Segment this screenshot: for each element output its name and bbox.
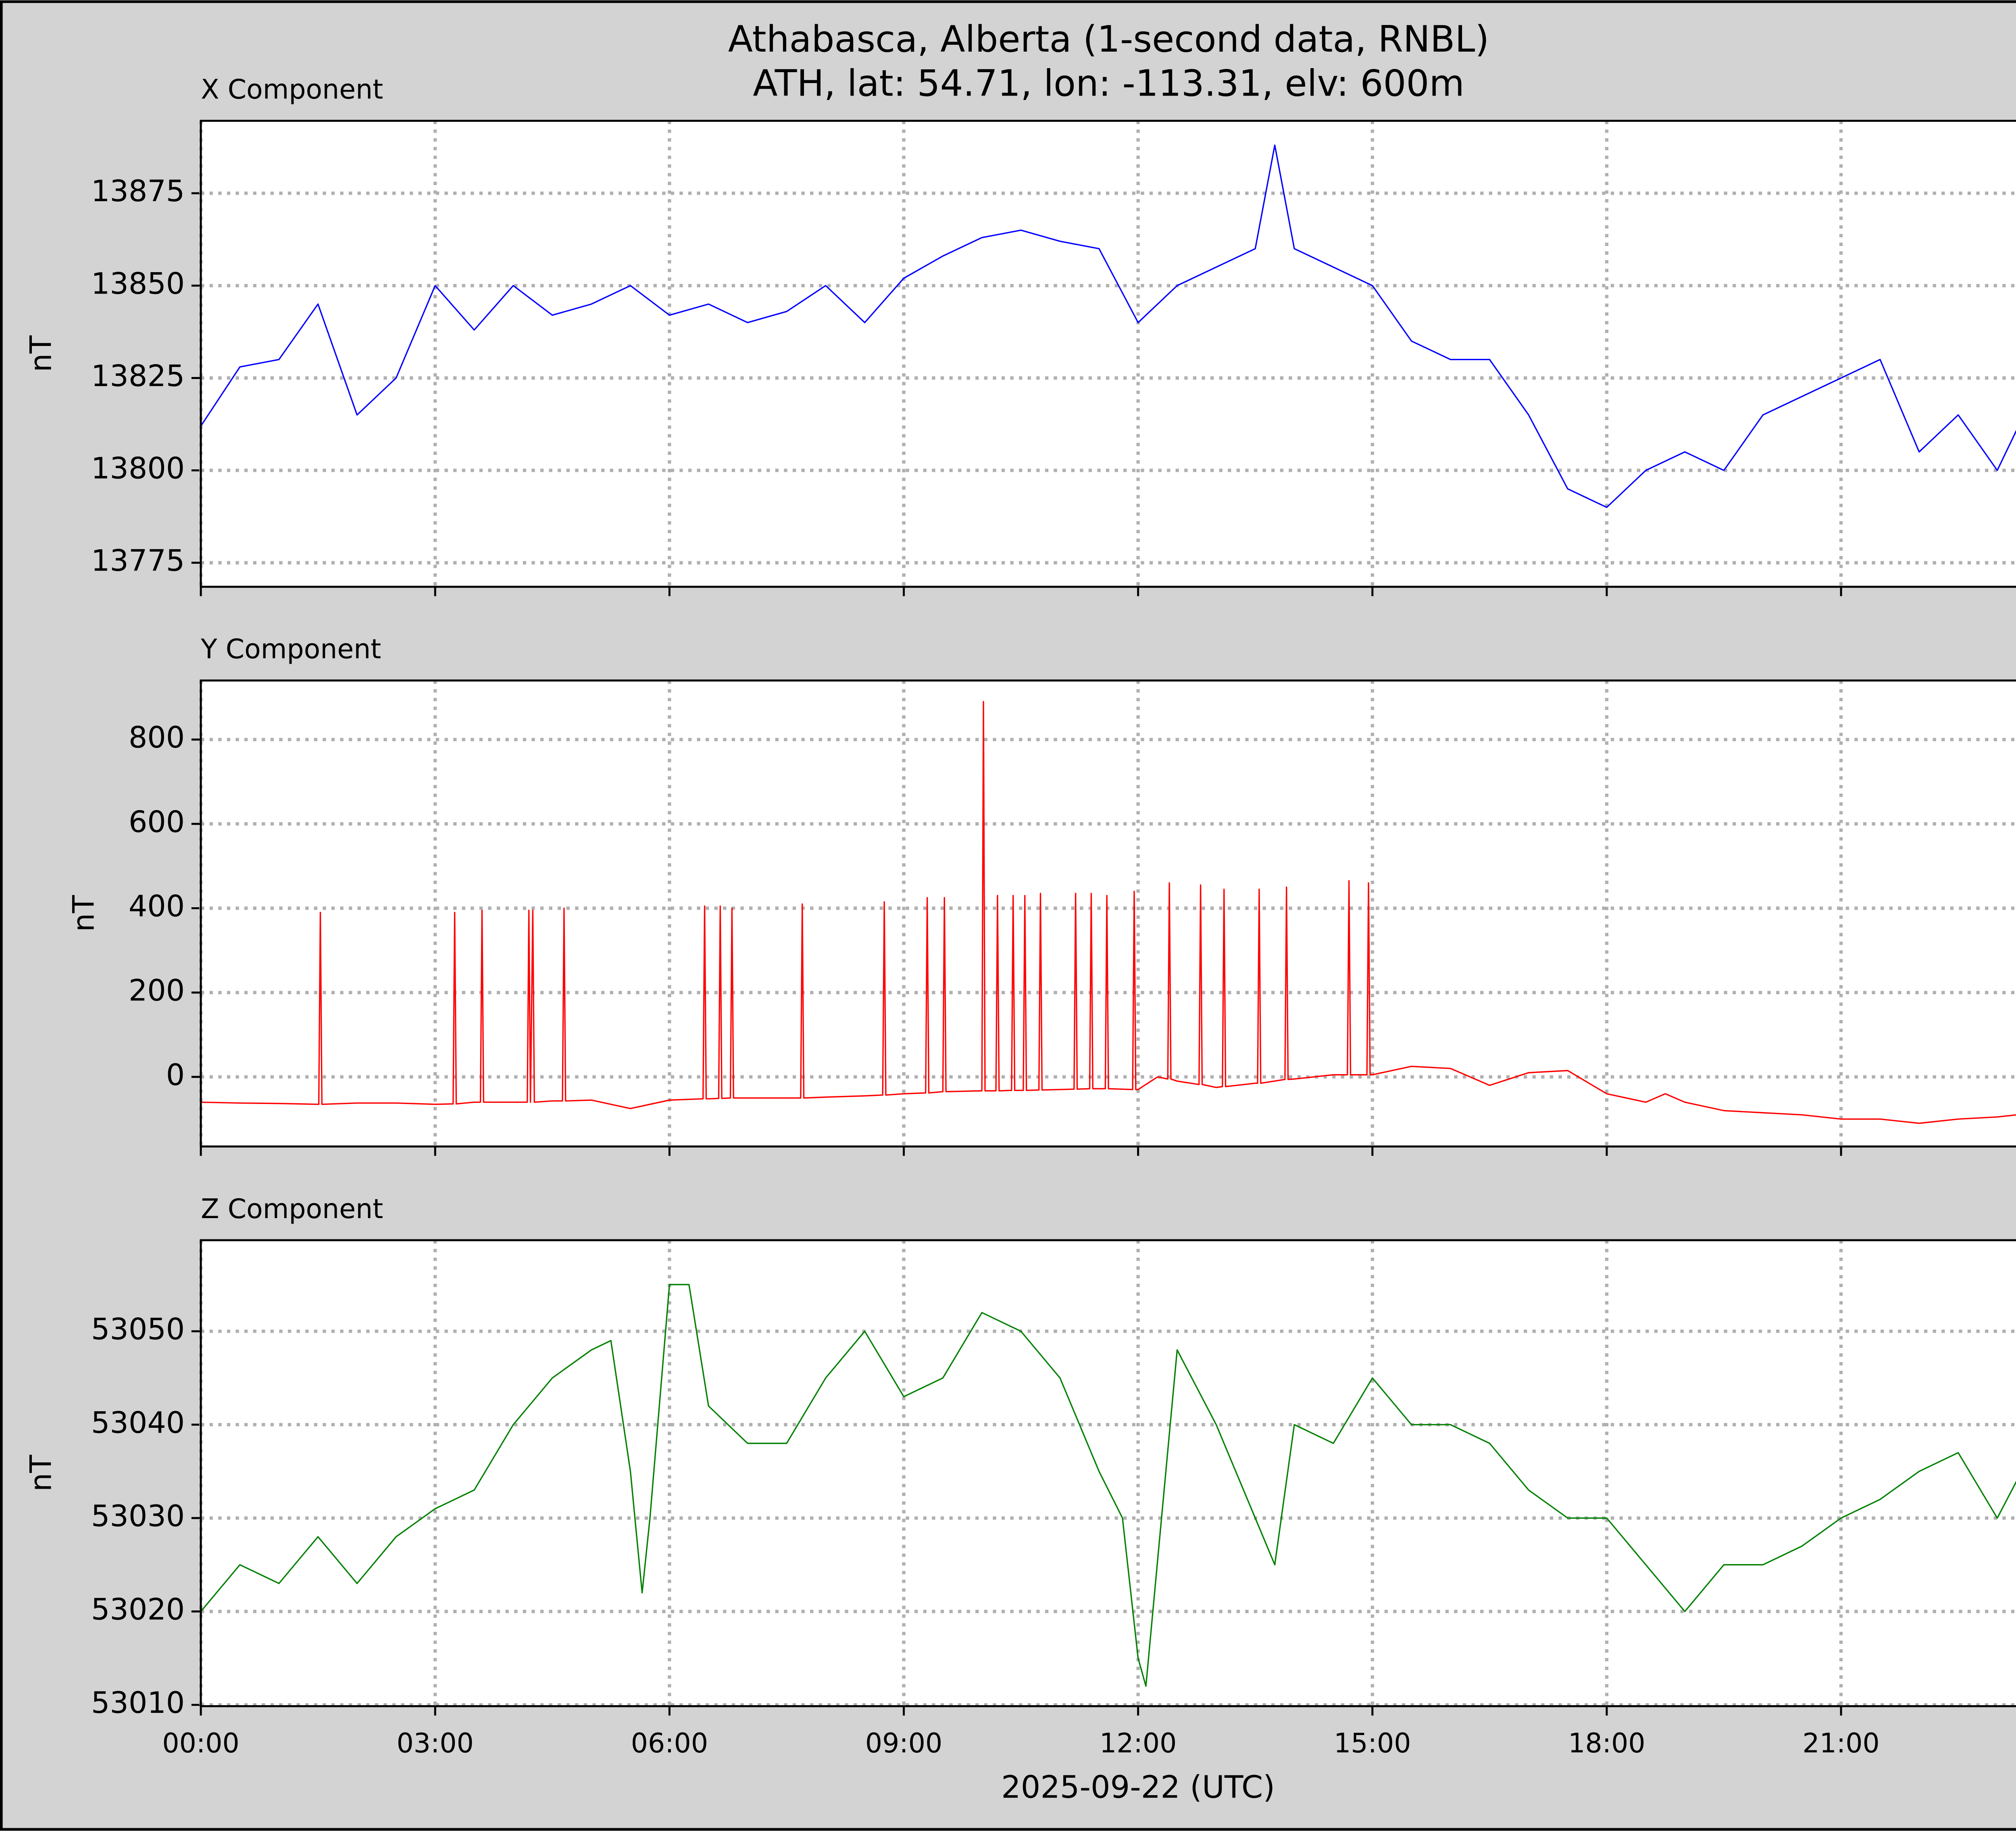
y-tick-label: 13850 (91, 267, 185, 301)
y-tick-label: 13775 (91, 544, 185, 578)
y-tick-label: 53020 (91, 1593, 185, 1627)
x-tick-label: 03:00 (397, 1727, 474, 1759)
y-tick-label: 800 (129, 721, 185, 755)
x-tick-label: 15:00 (1334, 1727, 1411, 1759)
data-line (200, 1284, 2016, 1687)
plot-frame (200, 120, 2016, 588)
figure-title: Athabasca, Alberta (1-second data, RNBL) (728, 19, 1489, 60)
x-tick-label: 12:00 (1100, 1727, 1177, 1759)
panel-title: Z Component (201, 1193, 383, 1225)
y-tick-label: 53030 (91, 1499, 185, 1533)
x-tick-label: 00:00 (162, 1727, 239, 1759)
y-tick-label: 53040 (91, 1406, 185, 1440)
x-axis-label: 2025-09-22 (UTC) (1001, 1769, 1275, 1805)
x-tick-label: 21:00 (1802, 1727, 1879, 1759)
panel-title: X Component (201, 74, 383, 105)
plot-area (201, 121, 2016, 587)
data-line (200, 144, 2016, 508)
figure-subtitle: ATH, lat: 54.71, lon: -113.31, elv: 600m (753, 63, 1464, 105)
y-axis-label: nT (24, 335, 58, 372)
x-tick-label: 06:00 (631, 1727, 708, 1759)
y-tick-label: 400 (129, 889, 185, 923)
y-tick-label: 13800 (91, 452, 185, 486)
panel-title: Y Component (200, 633, 381, 665)
y-tick-label: 13825 (91, 359, 185, 393)
plot-frame (200, 1239, 2016, 1707)
plot-frame (200, 679, 2016, 1148)
x-tick-label: 18:00 (1568, 1727, 1645, 1759)
y-axis-label: nT (24, 1455, 58, 1491)
y-axis-label: nT (67, 895, 101, 932)
y-tick-label: 13875 (91, 174, 185, 208)
x-tick-label: 09:00 (865, 1727, 942, 1759)
y-tick-label: 600 (129, 805, 185, 839)
y-tick-label: 0 (166, 1058, 185, 1092)
y-tick-label: 200 (129, 974, 185, 1008)
y-tick-label: 53050 (91, 1312, 185, 1347)
data-line (201, 701, 2016, 1124)
y-tick-label: 53010 (91, 1686, 185, 1720)
plot-area (201, 1240, 2016, 1706)
